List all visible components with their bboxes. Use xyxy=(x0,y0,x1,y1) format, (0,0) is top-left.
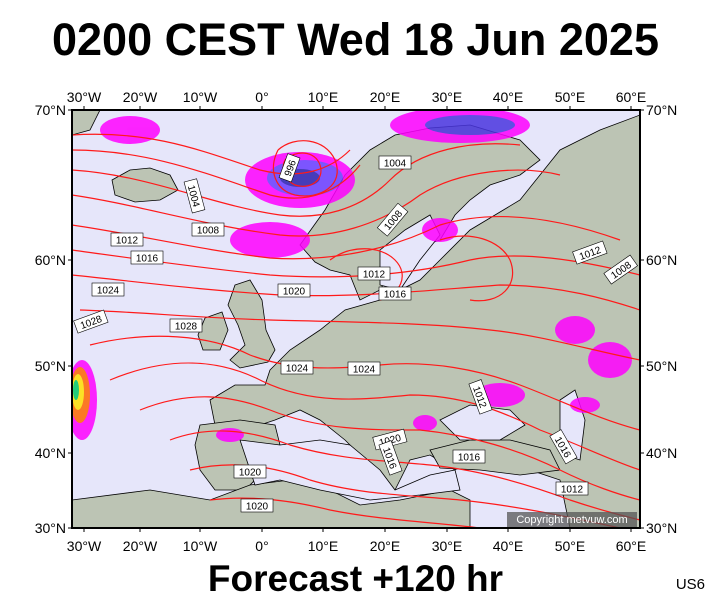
lat-ticks-right: 70°N 60°N 50°N 40°N 30°N xyxy=(646,102,677,536)
lat-tick-label: 60°N xyxy=(35,252,66,268)
lon-tick-label: 10°E xyxy=(308,89,339,105)
lat-tick-label: 50°N xyxy=(35,358,66,374)
isobar-label: 1024 xyxy=(91,282,125,297)
isobar-label: 1012 xyxy=(555,481,589,496)
lat-tick-label: 40°N xyxy=(646,445,677,461)
lat-tick-label: 70°N xyxy=(35,102,66,118)
isobar-label: 1024 xyxy=(347,361,381,376)
forecast-label: Forecast +120 hr xyxy=(207,558,504,599)
svg-text:1020: 1020 xyxy=(239,468,262,479)
lat-tick-label: 30°N xyxy=(646,520,677,536)
lat-tick-label: 60°N xyxy=(646,252,677,268)
svg-text:1016: 1016 xyxy=(458,453,481,464)
isobar-label: 1016 xyxy=(130,250,164,265)
isobar-label: 1008 xyxy=(191,222,225,237)
land-scandinavia xyxy=(299,124,541,301)
isobar-label: 1012 xyxy=(357,266,391,281)
lon-tick-label: 40°E xyxy=(493,89,524,105)
svg-text:1024: 1024 xyxy=(97,286,120,297)
map-frame xyxy=(71,109,641,529)
isobar-label: 1020 xyxy=(240,498,274,513)
lon-tick-label: 60°E xyxy=(616,89,647,105)
svg-text:1016: 1016 xyxy=(136,254,159,265)
isobar-label: 1016 xyxy=(452,449,486,464)
lat-tick-label: 30°N xyxy=(35,520,66,536)
model-tag: US6 xyxy=(675,576,705,593)
lon-tick-label: 30°W xyxy=(67,89,102,105)
lon-tick-label: 30°E xyxy=(432,89,463,105)
lon-ticks-top: 30°W 20°W 10°W 0° 10°E 20°E 30°E 40°E 50°E 60°E xyxy=(67,89,646,105)
isobar-label: 1024 xyxy=(280,360,314,375)
lon-tick-label: 10°W xyxy=(183,89,218,105)
lon-tick-label: 40°E xyxy=(493,538,524,554)
lon-tick-label: 50°E xyxy=(555,538,586,554)
lon-tick-label: 20°E xyxy=(370,89,401,105)
land-britain xyxy=(227,279,276,369)
svg-text:1008: 1008 xyxy=(197,226,220,237)
lon-tick-label: 30°E xyxy=(432,538,463,554)
isobar-label: 1020 xyxy=(233,464,267,479)
svg-text:1024: 1024 xyxy=(286,364,309,375)
isobar-label: 1016 xyxy=(378,286,412,301)
lon-tick-label: 20°E xyxy=(370,538,401,554)
svg-text:1012: 1012 xyxy=(116,236,139,247)
lat-tick-label: 40°N xyxy=(35,445,66,461)
svg-text:1020: 1020 xyxy=(246,502,269,513)
isobar-label: 1028 xyxy=(169,318,203,333)
isobar-label: 1020 xyxy=(277,283,311,298)
lon-tick-label: 10°W xyxy=(183,538,218,554)
lat-tick-label: 70°N xyxy=(646,102,677,118)
svg-text:1028: 1028 xyxy=(175,322,198,333)
lon-tick-label: 20°W xyxy=(123,538,158,554)
svg-text:1004: 1004 xyxy=(384,159,407,170)
isobar-label: 1004 xyxy=(378,155,412,170)
isobar-label: 1012 xyxy=(110,232,144,247)
mediterranean xyxy=(239,439,461,501)
map-title: 0200 CEST Wed 18 Jun 2025 xyxy=(52,14,659,65)
lat-tick-label: 50°N xyxy=(646,358,677,374)
land-greenland-edge xyxy=(72,110,101,136)
svg-text:1012: 1012 xyxy=(561,485,584,496)
svg-text:1012: 1012 xyxy=(363,270,386,281)
lon-tick-label: 20°W xyxy=(123,89,158,105)
lon-tick-label: 10°E xyxy=(308,538,339,554)
lon-tick-label: 60°E xyxy=(616,538,647,554)
copyright-text: Copyright metvuw.com xyxy=(516,514,627,526)
svg-text:1016: 1016 xyxy=(384,290,407,301)
lon-ticks-bottom: 30°W 20°W 10°W 0° 10°E 20°E 30°E 40°E 50°E 60°E xyxy=(67,538,646,554)
lon-tick-label: 50°E xyxy=(555,89,586,105)
lon-tick-label: 30°W xyxy=(67,538,102,554)
lon-tick-label: 0° xyxy=(255,538,268,554)
lat-ticks-left: 70°N 60°N 50°N 40°N 30°N xyxy=(35,102,66,536)
svg-text:1020: 1020 xyxy=(283,287,306,298)
lon-tick-label: 0° xyxy=(255,89,268,105)
svg-text:1024: 1024 xyxy=(353,365,376,376)
axis-ticks xyxy=(68,106,644,532)
